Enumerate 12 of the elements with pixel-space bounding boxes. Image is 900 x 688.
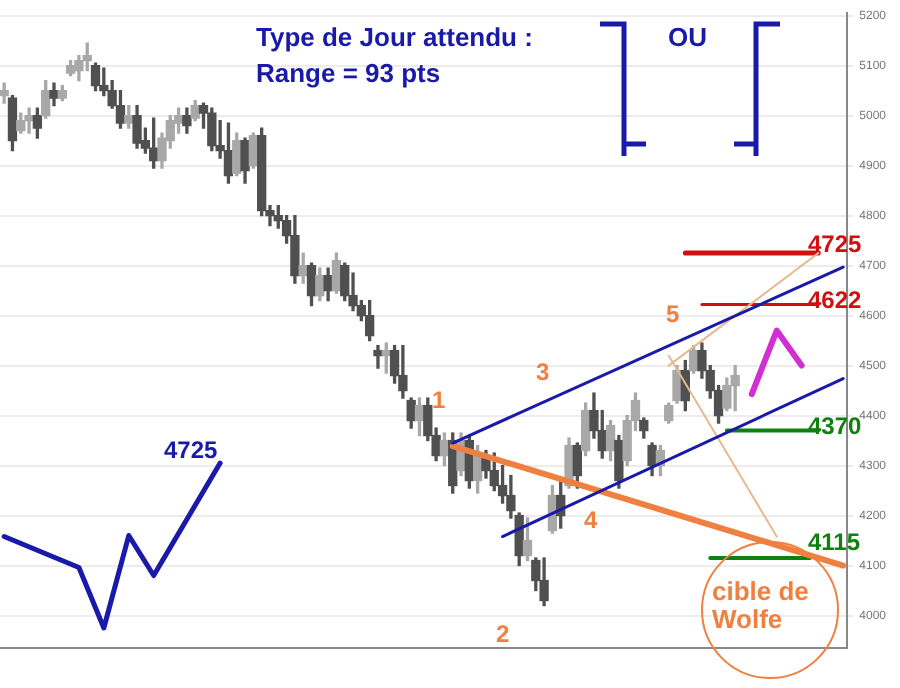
annotation: 4115 [808, 528, 861, 557]
annotation: Type de Jour attendu : [256, 22, 533, 53]
annotation: cible de Wolfe [712, 576, 811, 636]
annotation: 4725 [808, 230, 862, 259]
annotation: 4725 [164, 436, 218, 465]
annotation: 5 [666, 300, 680, 329]
annotation: 3 [536, 358, 550, 387]
annotation: 2 [496, 620, 510, 649]
annotation: 4 [584, 506, 598, 535]
annotation: 1 [432, 386, 446, 415]
annotation: Range = 93 pts [256, 58, 441, 89]
annotation: OU [668, 22, 707, 53]
